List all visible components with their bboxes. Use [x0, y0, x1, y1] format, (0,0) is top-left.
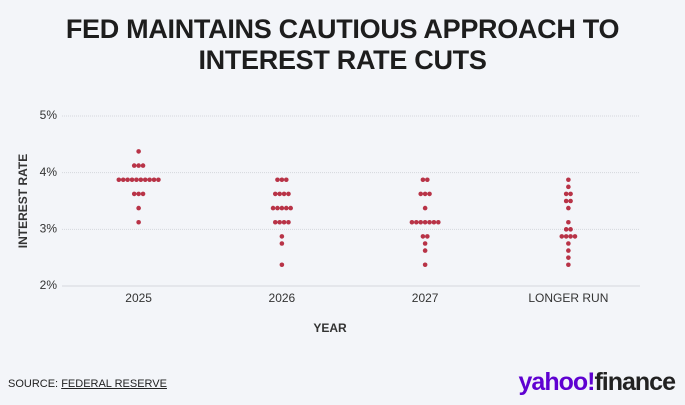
- dot: [279, 205, 285, 211]
- dot: [422, 262, 428, 268]
- y-tick-label: 4%: [40, 165, 58, 179]
- dot: [563, 198, 569, 204]
- dot: [120, 177, 126, 183]
- dot: [568, 191, 573, 197]
- dot: [272, 191, 278, 197]
- dot: [559, 234, 565, 239]
- dot: [418, 219, 424, 225]
- x-tick-label: 2025: [125, 291, 152, 305]
- dot: [422, 241, 428, 246]
- y-tick-label: 5%: [40, 108, 58, 122]
- dot: [566, 241, 571, 246]
- dot: [418, 191, 424, 197]
- dot: [116, 177, 122, 183]
- dot: [420, 177, 426, 183]
- dot: [156, 177, 161, 183]
- dot: [140, 163, 146, 168]
- dot: [425, 177, 430, 183]
- dot: [279, 234, 285, 239]
- dot: [568, 234, 573, 239]
- dot: [277, 219, 282, 225]
- dot: [281, 219, 287, 225]
- y-tick-label: 3%: [40, 222, 58, 236]
- dot: [283, 177, 289, 183]
- x-tick-label: 2027: [412, 291, 439, 305]
- dot: [286, 219, 291, 225]
- dot: [142, 177, 148, 183]
- x-tick-label: 2026: [269, 291, 296, 305]
- dot: [566, 255, 571, 260]
- source-link[interactable]: FEDERAL RESERVE: [61, 378, 167, 390]
- dot: [151, 177, 157, 183]
- dot: [275, 205, 280, 211]
- dot: [422, 248, 428, 253]
- source: SOURCE: FEDERAL RESERVE: [8, 378, 167, 390]
- dot: [134, 177, 139, 183]
- source-label: SOURCE:: [8, 378, 59, 390]
- logo-finance: finance: [594, 368, 676, 396]
- dot: [136, 163, 141, 168]
- dot: [566, 205, 571, 211]
- dot: [568, 227, 573, 232]
- dot: [420, 234, 426, 239]
- dot: [431, 219, 437, 225]
- dot: [422, 191, 428, 197]
- x-tick-label: LONGER RUN: [528, 291, 608, 305]
- dot: [125, 177, 130, 183]
- y-tick-label: 2%: [40, 278, 58, 292]
- dot: [136, 219, 141, 225]
- dot: [286, 191, 291, 197]
- dot: [422, 205, 428, 211]
- dot: [288, 205, 293, 211]
- dot: [281, 191, 287, 197]
- dot: [566, 184, 571, 190]
- y-axis-label: INTEREST RATE: [16, 154, 30, 248]
- dot: [563, 227, 569, 232]
- dot: [427, 191, 432, 197]
- dot: [422, 219, 428, 225]
- dot: [566, 262, 571, 268]
- dot: [409, 219, 415, 225]
- dot: [425, 234, 430, 239]
- dot: [136, 191, 141, 197]
- dot: [138, 177, 144, 183]
- dot: [566, 248, 571, 253]
- dot: [566, 219, 571, 225]
- logo-yahoo: yahoo!: [518, 368, 596, 396]
- logo: yahoo!finance: [518, 368, 676, 397]
- dot: [427, 219, 432, 225]
- dot: [147, 177, 152, 183]
- dot: [275, 177, 280, 183]
- dot: [414, 219, 419, 225]
- dot: [563, 234, 569, 239]
- x-axis-label: YEAR: [313, 321, 347, 335]
- dot: [277, 191, 282, 197]
- dot: [131, 191, 137, 197]
- dot: [136, 149, 141, 154]
- chart-title: FED MAINTAINS CAUTIOUS APPROACH TO INTER…: [65, 14, 620, 75]
- dot: [270, 205, 276, 211]
- dot: [568, 198, 573, 204]
- dot: [279, 241, 285, 246]
- dot: [279, 177, 285, 183]
- dot: [131, 163, 137, 168]
- dot: [279, 262, 285, 268]
- dot: [566, 177, 571, 183]
- dot: [140, 191, 146, 197]
- dot: [136, 205, 141, 211]
- dot: [572, 234, 578, 239]
- dot: [129, 177, 135, 183]
- dot: [272, 219, 278, 225]
- dot: [436, 219, 441, 225]
- dot: [283, 205, 289, 211]
- dot: [563, 191, 569, 197]
